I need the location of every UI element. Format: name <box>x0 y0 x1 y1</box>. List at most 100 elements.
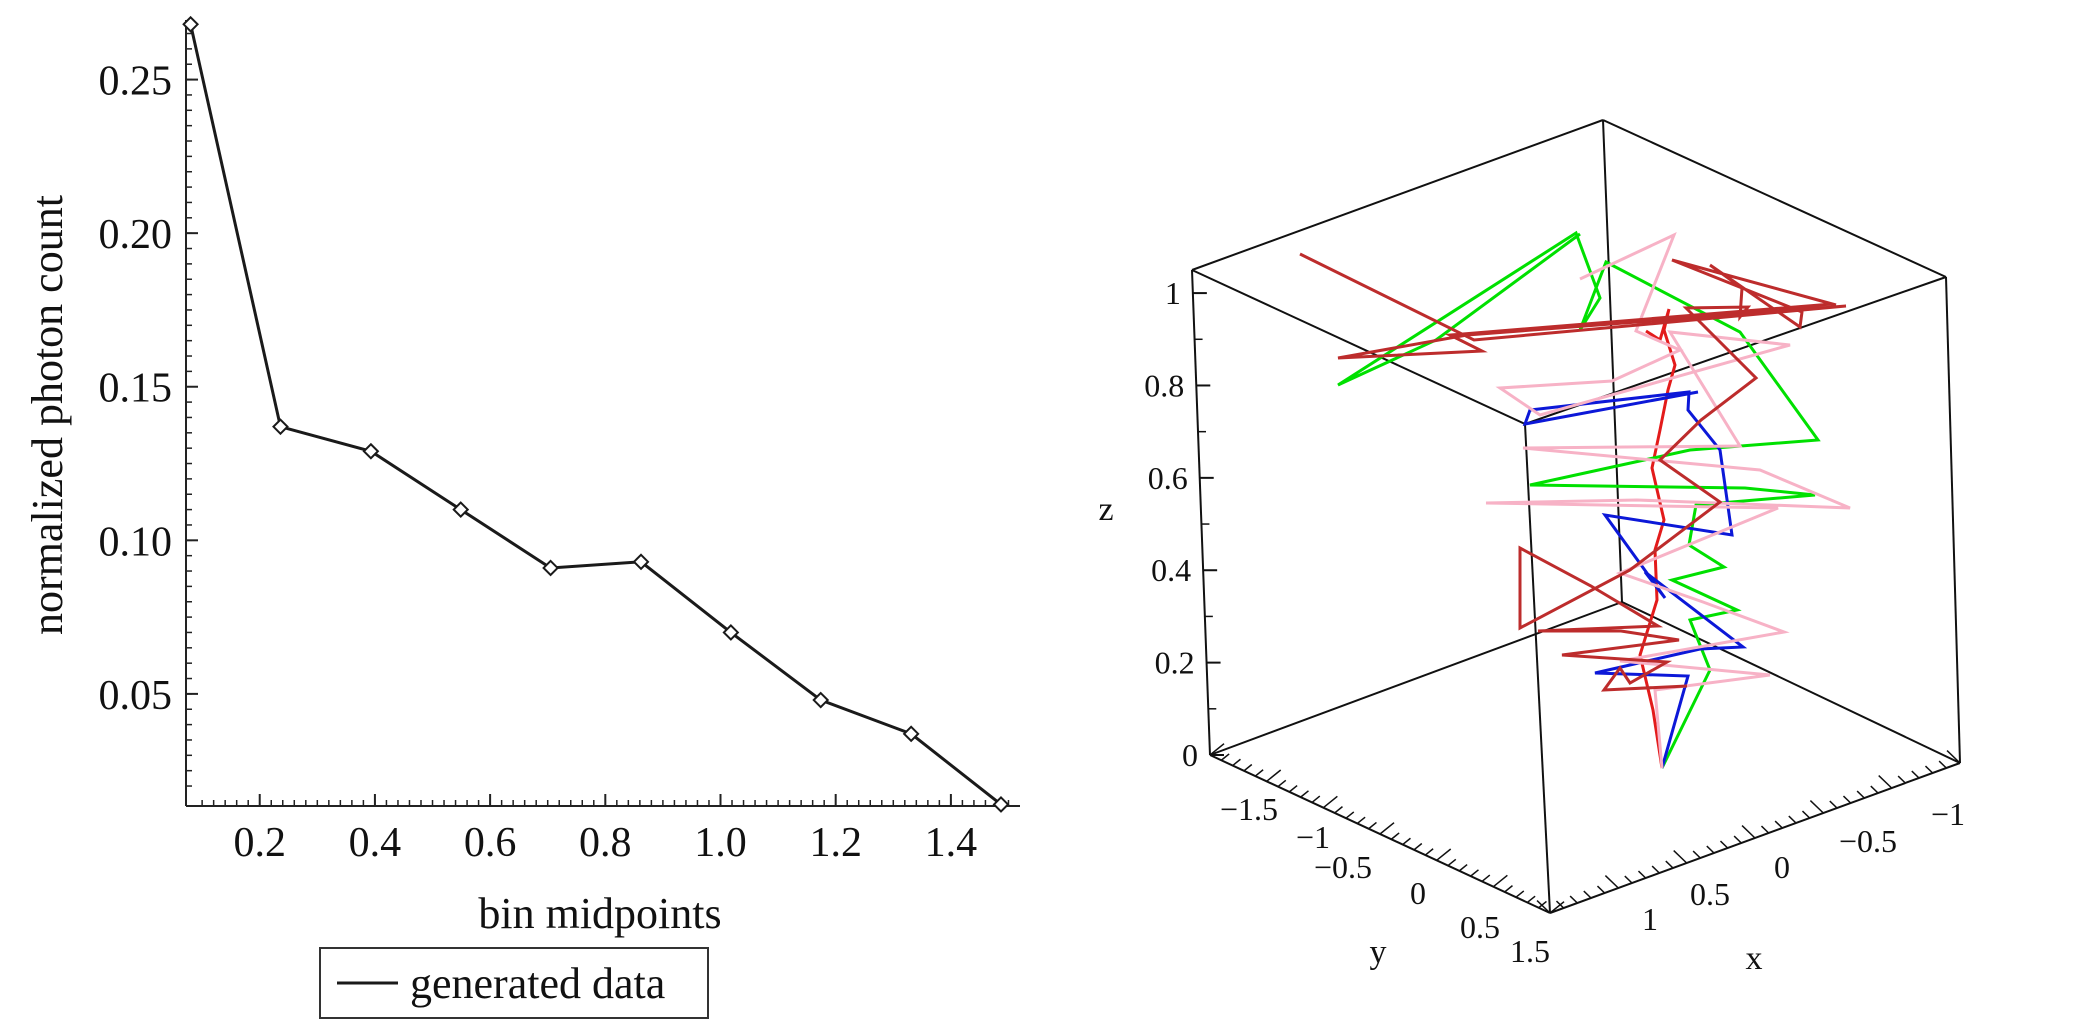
x-tick-3d <box>1856 790 1865 799</box>
y-tick-3d <box>1232 758 1241 767</box>
y-tick-3d <box>1436 848 1452 861</box>
x-tick-3d <box>1911 770 1920 779</box>
y-tick-3d <box>1379 822 1395 835</box>
box-edge <box>1602 119 1623 603</box>
box-edge <box>1602 119 1947 278</box>
x-tick-3d <box>1809 800 1824 814</box>
z-tick-label: 0.4 <box>1151 552 1191 588</box>
y-tick-label-3d: 1.5 <box>1510 933 1550 969</box>
y-tick-3d <box>1300 790 1309 798</box>
series-markers <box>182 15 1010 813</box>
data-point <box>272 418 289 436</box>
x-tick-label-3d: 0.5 <box>1690 876 1730 912</box>
x-tick-label: 0.6 <box>464 820 517 866</box>
y-tick-3d <box>1322 795 1338 809</box>
z-tick-label: 0.2 <box>1155 645 1195 681</box>
series-line-generated-data <box>189 23 1002 806</box>
box-edge <box>1191 119 1604 271</box>
y-tick-3d <box>1277 779 1287 788</box>
box-edge <box>1191 269 1526 425</box>
y-tick-3d <box>1368 821 1377 830</box>
x-axis-label: bin midpoints <box>478 889 721 938</box>
x-tick-3d <box>1665 860 1674 869</box>
y-tick-3d <box>1311 795 1321 803</box>
y-tick-3d <box>1402 837 1411 846</box>
data-point <box>902 725 920 743</box>
y-tick-label-3d: −0.5 <box>1314 849 1372 885</box>
trajectory-green <box>1337 230 1821 769</box>
y-tick-label: 0.20 <box>99 212 173 258</box>
x-tick-3d <box>1741 825 1756 839</box>
x-tick-3d <box>1596 885 1606 894</box>
box-edge <box>1191 269 1211 756</box>
y-tick-label-3d: −1.5 <box>1220 791 1278 827</box>
x-tick-3d <box>1637 870 1647 879</box>
x-tick-label: 0.4 <box>349 820 402 866</box>
data-point <box>632 553 650 571</box>
x-tick-3d <box>1788 815 1797 824</box>
box-edge <box>1209 601 1623 756</box>
y-tick-label: 0.25 <box>99 59 173 105</box>
x-tick-3d <box>1706 845 1715 854</box>
y-tick-3d <box>1470 869 1479 877</box>
y-axis-label: normalized photon count <box>23 195 72 635</box>
legend: generated data <box>319 947 709 1019</box>
z-tick-label: 0.8 <box>1144 367 1184 403</box>
z-tick-label: 0 <box>1182 737 1198 773</box>
series-line-pink <box>1485 232 1851 769</box>
x-tick-3d <box>1536 900 1551 914</box>
data-point <box>812 691 830 709</box>
y-tick-label-3d: 0 <box>1410 875 1426 911</box>
x-tick-3d <box>1583 890 1592 899</box>
x-tick-3d <box>1924 765 1934 774</box>
x-tick-label-3d: −1 <box>1931 796 1965 832</box>
y-tick-3d <box>1209 743 1225 756</box>
axis-ticks-3d <box>1192 292 1961 914</box>
x-tick-label: 1.0 <box>694 820 747 866</box>
data-point <box>542 559 560 577</box>
box-edge <box>1524 423 1551 914</box>
x-tick-3d <box>1604 875 1619 889</box>
data-point <box>182 15 200 33</box>
z-tick-label: 1 <box>1165 275 1181 311</box>
x-tick-label-3d: −0.5 <box>1839 823 1897 859</box>
x-tick-3d <box>1760 825 1770 834</box>
x-tick-3d <box>1938 760 1947 769</box>
x-tick-3d <box>1897 775 1906 784</box>
x-tick-3d <box>1719 840 1729 849</box>
y-tick-label: 0.05 <box>99 673 173 719</box>
x-tick-label: 0.2 <box>233 820 286 866</box>
x-tick-3d <box>1774 820 1783 829</box>
y-tick-3d <box>1413 842 1423 851</box>
trajectory-pink <box>1485 232 1851 769</box>
x-tick-3d <box>1692 850 1701 859</box>
tick-labels-3d: 00.20.40.60.81−1.5−1−0.500.51.510.50−0.5… <box>1144 275 1965 969</box>
y-tick-label: 0.10 <box>99 519 173 565</box>
series-line-green <box>1337 230 1821 769</box>
data-point <box>992 796 1010 813</box>
x-tick-3d <box>1569 895 1578 904</box>
y-tick-3d <box>1345 811 1355 819</box>
x-axis-label-3d: x <box>1746 940 1763 977</box>
y-tick-3d <box>1266 769 1282 782</box>
y-tick-3d <box>1334 806 1343 814</box>
y-tick-3d <box>1481 874 1491 882</box>
x-tick-3d <box>1801 810 1811 819</box>
box-edge <box>1945 276 1961 764</box>
y-tick-3d <box>1424 848 1434 856</box>
x-tick-label: 1.4 <box>925 820 978 866</box>
series-line-brown <box>1299 252 1847 692</box>
x-tick-3d <box>1870 785 1879 794</box>
y-tick-3d <box>1356 816 1366 825</box>
y-tick-3d <box>1390 832 1400 840</box>
y-tick-3d <box>1515 890 1525 898</box>
x-tick-3d <box>1624 875 1633 884</box>
legend-box <box>319 947 709 1019</box>
x-tick-3d <box>1733 835 1742 844</box>
axis-ticks <box>186 32 1010 806</box>
box-frame <box>1191 119 1961 914</box>
x-tick-label-3d: 0 <box>1774 849 1790 885</box>
photon-count-chart: 0.2 0.4 0.6 0.8 1.0 1.2 1.4 0.05 0.10 0.15 0.20 0.2… <box>23 15 1020 1019</box>
y-tick-3d <box>1458 863 1468 872</box>
